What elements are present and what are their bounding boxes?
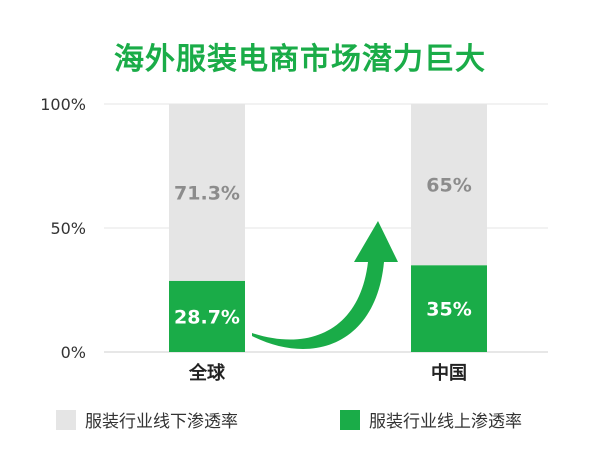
y-tick-label: 0% [61,343,86,362]
data-label: 65% [426,175,471,197]
chart-title: 海外服装电商市场潜力巨大 [114,42,486,77]
data-label: 35% [426,299,471,321]
data-label: 71.3% [174,182,240,204]
legend-swatch-offline [56,409,76,430]
data-label: 28.7% [174,306,240,328]
growth-arrow [252,221,398,349]
bar-segment [169,104,245,281]
bar-segment [411,104,487,266]
bar-segment [411,265,487,352]
legend-item-offline: 服装行业线下渗透率 [56,407,238,432]
legend-label-offline: 服装行业线下渗透率 [85,412,238,432]
x-category-label: 中国 [431,362,467,384]
bar-segment [169,280,245,352]
growth-arrow-shape [252,221,398,349]
y-tick-label: 50% [50,219,86,238]
legend-label-online: 服装行业线上渗透率 [369,412,522,432]
y-tick-label: 100% [40,95,86,114]
legend-item-online: 服装行业线上渗透率 [340,407,522,432]
y-axis: 0% 50% 100% [40,95,86,362]
bars: 28.7% 71.3% 35% 65% [169,104,487,352]
x-axis: 全球 中国 [188,362,467,384]
legend-swatch-online [340,409,360,430]
x-category-label: 全球 [188,362,226,384]
